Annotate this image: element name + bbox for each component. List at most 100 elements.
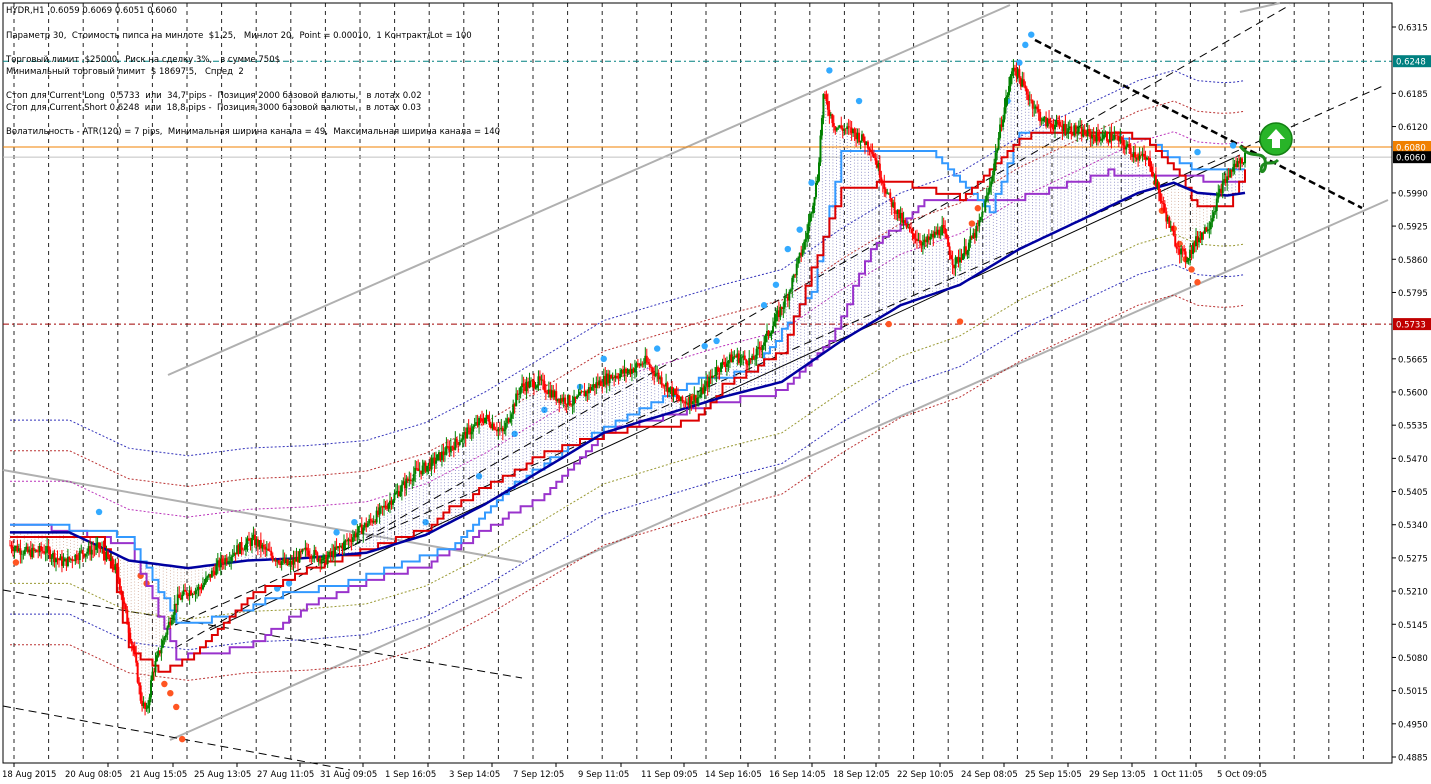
y-tick-label: 0.5990 (1398, 189, 1428, 199)
price-tag-label: 0.6060 (1396, 154, 1426, 164)
swing-high-dot (1229, 142, 1237, 149)
y-tick-label: 0.4885 (1398, 754, 1428, 764)
price-tag-label: 0.6248 (1396, 58, 1426, 68)
swing-low-dot (968, 220, 976, 227)
resistance-trend-line (1034, 38, 1363, 210)
swing-high-dot (95, 508, 103, 516)
symbol-line: HYDR,H1 0.6059 0.6069 0.6051 0.6060 (6, 6, 178, 16)
info-line-params: Параметр 30, Стоимость пипса на минлоте … (6, 31, 472, 41)
channel-dashed-bottom (2, 705, 351, 771)
swing-low-dot (885, 320, 892, 328)
trend-line-thin (209, 154, 1241, 631)
swing-high-dot (1194, 148, 1201, 156)
y-tick-label: 0.5405 (1398, 488, 1428, 498)
x-tick-label: 21 Aug 15:05 (130, 770, 187, 780)
swing-high-dot (333, 529, 340, 536)
price-tag-label: 0.5733 (1396, 321, 1426, 331)
swing-high-dot (511, 430, 518, 438)
x-tick-label: 31 Aug 09:05 (320, 770, 377, 780)
y-tick-label: 0.5080 (1398, 654, 1428, 664)
price-tag-background (1393, 318, 1431, 331)
swing-high-dot (760, 302, 768, 309)
swing-high-dot (600, 355, 607, 363)
x-tick-label: 11 Sep 09:05 (641, 770, 698, 780)
swing-high-dot (653, 345, 661, 352)
x-tick-label: 7 Sep 12:05 (513, 770, 564, 780)
swing-low-dot (167, 689, 174, 697)
swing-low-dot (12, 559, 20, 566)
x-tick-label: 29 Sep 13:05 (1089, 770, 1146, 780)
y-tick-label: 0.5210 (1398, 588, 1428, 598)
swing-high-dot (796, 226, 803, 233)
swing-high-dot (808, 179, 815, 186)
swing-low-dot (974, 205, 982, 212)
y-tick-label: 0.5535 (1398, 422, 1428, 432)
swing-high-dot (285, 580, 293, 587)
swing-high-dot (784, 245, 792, 253)
swing-high-dot (701, 342, 708, 350)
info-line-volatility: Волатильность - ATR(120) = 7 pips, Миним… (6, 127, 501, 137)
swing-low-dot (178, 735, 186, 743)
x-tick-label: 1 Sep 16:05 (385, 770, 436, 780)
channel-old-upper-line (2, 469, 523, 563)
channel-upper-line (167, 4, 1011, 376)
y-tick-label: 0.5665 (1398, 355, 1428, 365)
swing-high-dot (1028, 31, 1035, 38)
swing-low-dot (161, 680, 168, 688)
y-tick-label: 0.5925 (1398, 223, 1428, 233)
x-tick-label: 5 Oct 09:05 (1217, 770, 1267, 780)
swing-low-dot (956, 318, 964, 325)
swing-low-dot (173, 703, 180, 711)
swing-high-dot (772, 281, 780, 288)
x-tick-label: 9 Sep 11:05 (578, 770, 629, 780)
info-line-stop-long: Стоп для Current Long 0.5733 или 34,7 pi… (6, 91, 422, 101)
y-tick-label: 0.5340 (1398, 521, 1428, 531)
swing-high-dot (1022, 41, 1029, 49)
y-tick-label: 0.5860 (1398, 256, 1428, 266)
swing-high-dot (855, 97, 863, 105)
y-tick-label: 0.5470 (1398, 455, 1428, 465)
x-tick-label: 18 Sep 12:05 (833, 770, 890, 780)
swing-high-dot (1016, 59, 1023, 66)
channel-lower-line (169, 199, 1389, 741)
y-tick-label: 0.6315 (1398, 24, 1428, 34)
info-line-min-limit: Минимальный торговый лимит $ 18697.5, Сп… (6, 67, 244, 77)
y-tick-label: 0.6120 (1398, 123, 1428, 133)
x-tick-label: 25 Aug 13:05 (194, 770, 251, 780)
y-tick-label: 0.5600 (1398, 389, 1428, 399)
x-tick-label: 18 Aug 2015 (2, 770, 56, 780)
envelope-band-line (10, 263, 1246, 651)
swing-high-dot (713, 337, 720, 345)
y-tick-label: 0.5015 (1398, 687, 1428, 697)
y-tick-label: 0.4950 (1398, 720, 1428, 730)
swing-low-dot (1194, 279, 1201, 286)
info-line-stop-short: Стоп для Current Short 0.6248 или 18,8 p… (6, 103, 422, 113)
swing-high-dot (826, 67, 833, 74)
x-tick-label: 20 Aug 08:05 (65, 770, 122, 780)
x-tick-label: 22 Sep 10:05 (897, 770, 954, 780)
swing-high-dot (541, 406, 548, 414)
price-tag-label: 0.6080 (1396, 143, 1426, 153)
y-tick-label: 0.5145 (1398, 621, 1428, 631)
y-tick-label: 0.6185 (1398, 90, 1428, 100)
price-tag-background (1393, 55, 1431, 68)
swing-high-dot (351, 518, 358, 526)
y-tick-label: 0.5275 (1398, 554, 1428, 564)
x-tick-label: 16 Sep 14:05 (769, 770, 826, 780)
swing-low-dot (1188, 266, 1195, 273)
swing-high-dot (475, 473, 483, 480)
channel-upper-line-end (1239, 2, 1281, 13)
price-tag-background (1393, 140, 1431, 153)
x-tick-label: 3 Sep 14:05 (449, 770, 500, 780)
envelope-band-line (10, 294, 1246, 681)
x-tick-label: 24 Sep 08:05 (961, 770, 1018, 780)
swing-high-dot (422, 518, 429, 526)
x-tick-label: 27 Aug 11:05 (257, 770, 314, 780)
envelope-band-line (10, 100, 1246, 487)
channel-dashed-upper (174, 4, 1291, 649)
envelope-band-line (10, 69, 1246, 457)
x-tick-label: 14 Sep 16:05 (705, 770, 762, 780)
y-tick-label: 0.5795 (1398, 289, 1428, 299)
